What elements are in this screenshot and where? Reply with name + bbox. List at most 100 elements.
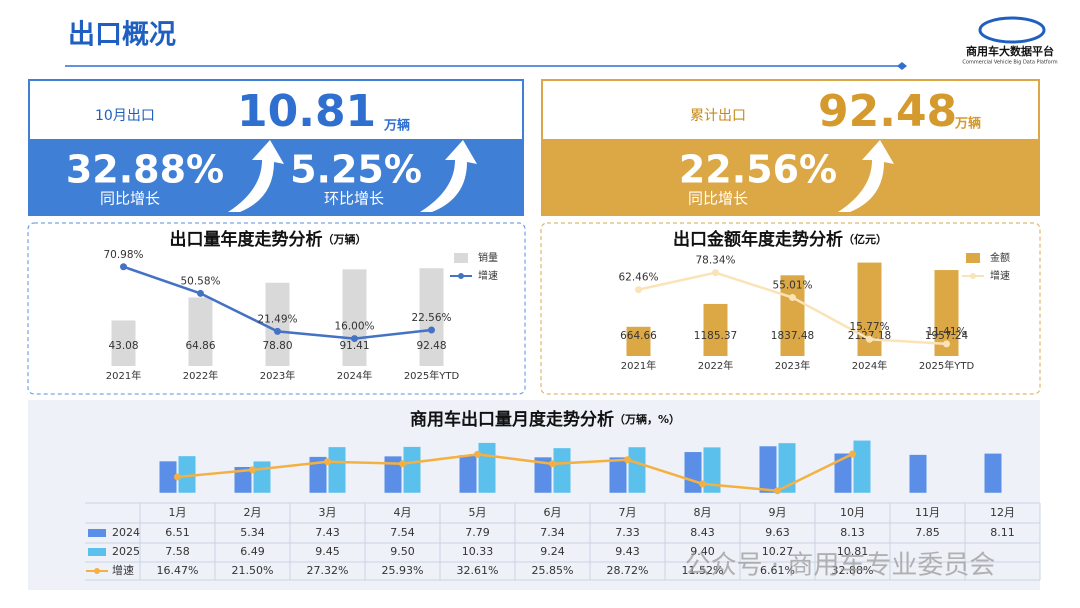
bar [984, 453, 1002, 493]
data-label: 78.80 [262, 340, 292, 352]
bar [234, 466, 252, 493]
data-label: 92.48 [416, 340, 446, 352]
legend-label: 增速 [990, 269, 1010, 282]
logo-text: 商用车大数据平台 [966, 44, 1054, 58]
chart-title: 商用车出口量月度走势分析（万辆，%） [410, 409, 680, 430]
table-cell: 10.81 [837, 545, 869, 558]
kpi-stat: 5.25% [290, 148, 422, 192]
data-label: 1837.48 [771, 330, 814, 342]
up-arrow [228, 140, 284, 212]
table-cell: 7.54 [390, 526, 415, 539]
table-cell: 21.50% [232, 564, 274, 577]
kpi-stat: 32.88% [66, 148, 224, 192]
kpi-stat-label: 同比增长 [688, 190, 748, 208]
up-arrow [420, 140, 477, 212]
bar [419, 268, 444, 366]
data-label: 22.56% [411, 312, 451, 324]
x-tick-label: 4月 [394, 506, 412, 519]
table-cell: 6.61% [760, 564, 795, 577]
legend-label: 增速 [478, 269, 498, 282]
table-cell: 7.34 [540, 526, 565, 539]
table-cell: 8.13 [840, 526, 865, 539]
bar [553, 448, 571, 493]
table-cell: 7.43 [315, 526, 340, 539]
data-label: 21.49% [257, 313, 297, 325]
x-tick-label: 10月 [840, 506, 865, 519]
point [943, 340, 950, 348]
data-label: 55.01% [772, 280, 812, 292]
legend-label: 2024 [112, 526, 140, 539]
watermark: 公众号 · 商用车专业委员会 [685, 551, 996, 581]
bar [159, 461, 177, 493]
point [174, 473, 181, 481]
table-cell: 32.88% [832, 564, 874, 577]
bar [609, 457, 627, 493]
x-tick-label: 6月 [544, 506, 562, 519]
point [635, 286, 642, 294]
line [177, 452, 854, 493]
legend-swatch [94, 568, 100, 574]
point [399, 460, 406, 468]
chart-title-text: 商用车出口量月度走势分析 [410, 409, 614, 430]
data-label: 1185.37 [694, 330, 737, 342]
bar [703, 447, 721, 493]
data-label: 70.98% [103, 249, 143, 261]
table-cell: 6.51 [165, 526, 190, 539]
x-tick-label: 2021年 [621, 359, 656, 372]
data-label: 664.66 [620, 330, 657, 342]
point [474, 450, 481, 458]
point [849, 450, 856, 458]
legend-label: 金额 [990, 251, 1010, 264]
table-cell: 10.27 [762, 545, 794, 558]
bar [253, 461, 271, 493]
legend-swatch [88, 548, 106, 556]
kpi-unit: 万辆 [383, 118, 410, 134]
point [249, 466, 256, 474]
x-tick-label: 11月 [915, 506, 940, 519]
data-label: 1957.24 [925, 330, 969, 342]
bar [778, 443, 796, 493]
point [120, 263, 127, 271]
kpi-value: 10.81 [237, 86, 376, 137]
table-cell: 8.43 [690, 526, 715, 539]
bar [178, 456, 196, 493]
data-label: 43.08 [108, 340, 138, 352]
table-cell: 27.32% [307, 564, 349, 577]
data-label: 15.77% [849, 321, 889, 333]
data-label: 16.00% [334, 321, 374, 333]
x-tick-label: 1月 [169, 506, 187, 519]
chart-unit: （亿元） [843, 232, 887, 246]
table-cell: 9.63 [765, 526, 790, 539]
table-cell: 6.49 [240, 545, 265, 558]
table-cell: 9.24 [540, 545, 565, 558]
legend-label: 增速 [112, 563, 134, 577]
table-cell: 7.58 [165, 545, 190, 558]
table-cell: 25.93% [382, 564, 424, 577]
point [428, 326, 435, 334]
x-tick-label: 2022年 [183, 369, 218, 382]
table-cell: 11.52% [682, 564, 724, 577]
chart-unit: （万辆） [323, 232, 367, 246]
chart-title: 出口金额年度走势分析（亿元） [673, 229, 887, 250]
bar [628, 447, 646, 493]
chart-title-text: 出口金额年度走势分析 [673, 229, 843, 250]
bar [309, 456, 327, 493]
x-tick-label: 8月 [694, 506, 712, 519]
chart-title-text: 出口量年度走势分析 [170, 229, 323, 250]
x-tick-label: 12月 [990, 506, 1015, 519]
x-tick-label: 2025年YTD [404, 369, 460, 382]
bar [478, 442, 496, 493]
legend-swatch [970, 273, 976, 279]
point [549, 460, 556, 468]
data-label: 64.86 [185, 340, 215, 352]
data-label: 50.58% [180, 275, 220, 287]
table-cell: 28.72% [607, 564, 649, 577]
up-arrow [838, 140, 894, 212]
legend-label: 销量 [478, 251, 498, 264]
table-cell: 8.11 [990, 526, 1015, 539]
legend-label: 2025 [112, 545, 140, 558]
table-cell: 10.33 [462, 545, 494, 558]
bar [780, 275, 805, 356]
point [774, 487, 781, 495]
table-cell: 7.85 [915, 526, 940, 539]
